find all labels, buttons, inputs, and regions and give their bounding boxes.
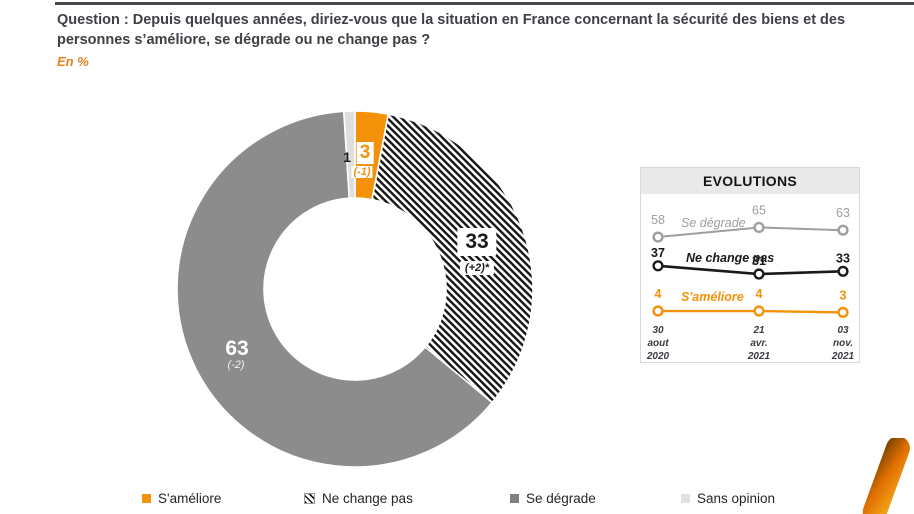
evo-series-label-se-d-grade: Se dégrade — [681, 216, 746, 230]
legend-label: Se dégrade — [526, 491, 596, 506]
evo-marker-ne-change-pas-2 — [837, 265, 849, 277]
orange-swatch-icon — [142, 494, 151, 503]
evo-marker-se-d-grade-2 — [837, 224, 849, 236]
evo-value-ne-change-pas-1: 31 — [752, 254, 766, 268]
evo-marker-s-am-liore-0 — [652, 305, 664, 317]
legend-label: Ne change pas — [322, 491, 413, 506]
evo-x-label-1-2: 2021 — [747, 351, 771, 362]
question-title: Question : Depuis quelques années, dirie… — [57, 12, 846, 48]
evo-value-ne-change-pas-0: 37 — [651, 246, 665, 260]
donut-label-s-ameliore-change: (-1) — [351, 166, 373, 178]
evo-value-s-am-liore-2: 3 — [840, 288, 847, 302]
donut-svg — [176, 110, 534, 468]
brand-logo-icon — [862, 438, 910, 514]
donut-label-ne-change-pas-value: 33 — [457, 228, 497, 256]
evo-x-label-2-0: 03 — [837, 325, 849, 336]
chart-legend: S'améliore Ne change pas Se dégrade Sans… — [0, 491, 914, 513]
evo-x-label-0-1: aout — [647, 338, 669, 349]
donut-label-s-ameliore-value: 3 — [356, 142, 374, 164]
evo-x-label-0-2: 2020 — [646, 351, 670, 362]
hatched-swatch-icon — [304, 493, 315, 504]
evo-value-s-am-liore-0: 4 — [655, 287, 662, 301]
donut-slice-ne-change-pas — [371, 113, 534, 404]
legend-label: Sans opinion — [697, 491, 776, 506]
evo-marker-se-d-grade-1 — [753, 221, 765, 234]
legend-item-sans-opinion: Sans opinion — [681, 491, 775, 506]
evolutions-title: EVOLUTIONS — [641, 168, 859, 194]
evo-value-s-am-liore-1: 4 — [756, 287, 763, 301]
evo-series-label-s-am-liore: S'améliore — [681, 290, 744, 304]
evolutions-line-chart: 58 65 63 Se dégrade 37 31 33 Ne change pas 4 4 3 S'… — [646, 203, 855, 362]
light-gray-swatch-icon — [681, 494, 690, 503]
evo-x-label-1-1: avr. — [750, 338, 767, 349]
evo-value-se-d-grade-0: 58 — [651, 213, 665, 227]
evo-value-se-d-grade-2: 63 — [836, 206, 850, 220]
donut-label-ne-change-pas-change: (+2)* — [459, 261, 495, 275]
legend-item-ne-change-pas: Ne change pas — [304, 491, 413, 506]
donut-slice-se-d-grade — [176, 110, 494, 468]
evolutions-panel: EVOLUTIONS 58 65 63 Se dégrade 37 31 33 Ne chan… — [640, 167, 860, 363]
donut-chart: 1 3 (-1) 33 (+2)* 63 (-2) — [175, 109, 535, 469]
top-divider — [55, 2, 914, 5]
evo-marker-s-am-liore-2 — [837, 306, 849, 318]
evo-marker-se-d-grade-0 — [652, 231, 664, 243]
donut-label-sans-opinion-value: 1 — [343, 149, 351, 165]
evo-x-label-2-2: 2021 — [831, 351, 855, 362]
evo-x-label-0-0: 30 — [652, 325, 664, 336]
donut-label-se-degrade-value: 63 — [225, 337, 249, 360]
evo-x-label-2-1: nov. — [833, 338, 853, 349]
legend-label: S'améliore — [158, 491, 222, 506]
legend-item-s-ameliore: S'améliore — [142, 491, 221, 506]
evo-marker-s-am-liore-1 — [753, 305, 765, 317]
gray-swatch-icon — [510, 494, 519, 503]
evo-marker-ne-change-pas-1 — [753, 268, 765, 280]
evo-value-ne-change-pas-2: 33 — [836, 251, 850, 265]
unit-note: En % — [57, 54, 89, 69]
evo-line-ne-change-pas — [657, 264, 844, 276]
evo-series-label-ne-change-pas: Ne change pas — [686, 251, 774, 265]
evo-line-s-am-liore — [658, 309, 844, 314]
evo-x-label-1-0: 21 — [752, 325, 765, 336]
evo-value-se-d-grade-1: 65 — [752, 203, 766, 217]
evo-marker-ne-change-pas-0 — [652, 260, 664, 272]
legend-item-se-degrade: Se dégrade — [510, 491, 596, 506]
donut-label-se-degrade-change: (-2) — [227, 359, 245, 371]
